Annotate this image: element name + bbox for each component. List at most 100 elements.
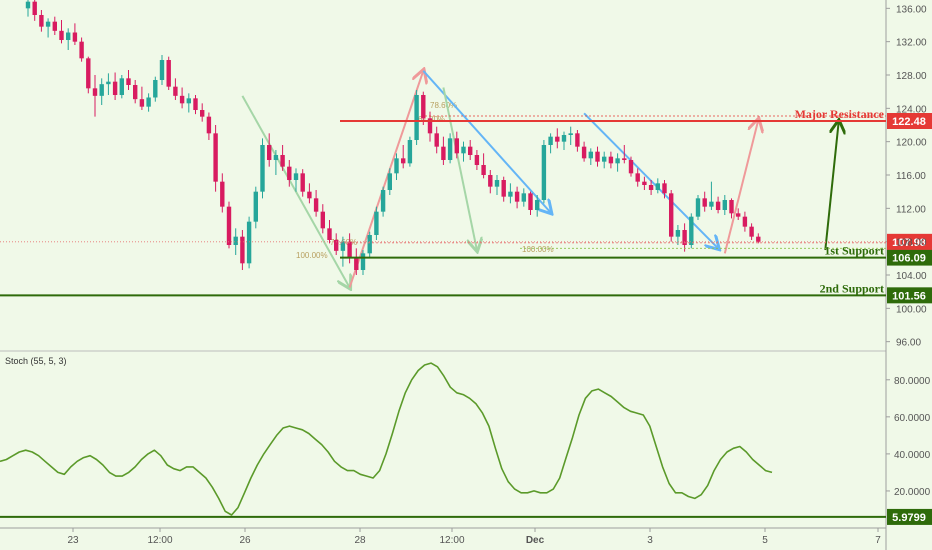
price-tick-label: 108.00 (896, 238, 927, 249)
candle-body (575, 133, 580, 147)
candle-body (280, 155, 285, 167)
candle-body (474, 155, 480, 165)
candle-body (648, 185, 654, 190)
candle-body (59, 30, 64, 40)
candle-body (535, 200, 540, 210)
candle-body (709, 201, 714, 207)
candle-body (360, 253, 366, 270)
candle-body (548, 136, 553, 145)
candle-body (367, 235, 372, 254)
candle-body (45, 21, 51, 27)
candle-body (354, 258, 359, 270)
candle-body (99, 84, 104, 96)
level-label: Major Resistance (795, 107, 885, 121)
candle-body (702, 198, 707, 207)
candle-body (447, 138, 453, 160)
level-price-value: 101.56 (892, 290, 926, 302)
key-levels: Major Resistance 122.48 1st Support 106.09 2… (0, 107, 932, 304)
candle-body (32, 1, 37, 15)
candle-body (287, 166, 292, 180)
candle-body (421, 95, 426, 119)
candle-body (112, 81, 118, 95)
candle-body (267, 145, 272, 160)
candle-body (635, 173, 640, 182)
candle-body (407, 140, 413, 164)
level-label: 2nd Support (820, 281, 884, 295)
price-tick-label: 132.00 (896, 38, 927, 49)
candle-body (66, 32, 71, 40)
current-price-tag (887, 233, 932, 250)
candle-body (682, 230, 687, 245)
level-price-tag (887, 113, 932, 129)
stoch-title: Stoch (55, 5, 3) (5, 356, 67, 366)
stoch-level-value: 5.9799 (892, 512, 926, 524)
level-label: 1st Support (824, 244, 884, 258)
candle-body (293, 173, 299, 180)
candle-body (334, 240, 339, 251)
grid (0, 0, 890, 550)
candle-body (220, 181, 225, 207)
price-tick-label: 120.00 (896, 138, 927, 149)
candle-body (153, 80, 158, 98)
candle-body (481, 165, 486, 175)
candle-body (246, 221, 252, 264)
candle-body (106, 81, 111, 85)
price-tick-label: 96.00 (896, 338, 921, 349)
candle-body (206, 116, 212, 134)
candle-body (119, 78, 124, 95)
candle-body (756, 236, 761, 242)
candle-body (133, 85, 138, 100)
level-price-value: 122.48 (892, 116, 926, 128)
candle-body (642, 181, 647, 185)
candle-body (327, 228, 332, 240)
candle-body (401, 158, 406, 164)
candle-body (260, 145, 265, 192)
candle-body (213, 133, 218, 182)
time-tick-label: 28 (354, 535, 366, 546)
candle-body (689, 216, 694, 245)
candle-body (179, 95, 185, 104)
candle-body (742, 216, 748, 227)
time-tick-label: 12:00 (147, 535, 172, 546)
candle-body (173, 86, 178, 96)
candle-body (25, 1, 31, 9)
candle-body (240, 236, 245, 264)
stoch-tick-label: 60.0000 (894, 413, 931, 424)
pattern-arrow (723, 120, 759, 254)
candle-body (729, 200, 734, 214)
candlestick-series (25, 0, 761, 275)
candle-body (374, 211, 379, 235)
candle-body (300, 173, 305, 192)
candle-body (501, 180, 506, 197)
candle-body (200, 110, 205, 117)
candle-body (414, 95, 419, 140)
time-tick-label: 7 (875, 535, 881, 546)
candle-body (581, 146, 587, 159)
candle-body (588, 151, 593, 159)
time-tick-label: Dec (526, 535, 545, 546)
time-tick-label: 12:00 (439, 535, 464, 546)
candle-body (72, 32, 78, 42)
candle-body (541, 145, 547, 200)
candle-body (313, 198, 319, 212)
stoch-tick-label: 40.0000 (894, 450, 931, 461)
candle-body (39, 15, 44, 27)
time-tick-label: 26 (239, 535, 251, 546)
candle-body (139, 99, 145, 107)
level-price-tag (887, 287, 932, 304)
price-tick-label: 136.00 (896, 4, 927, 15)
candle-body (146, 97, 151, 107)
stochastic-panel: Stoch (55, 5, 3) 5.9799 (0, 356, 932, 525)
candle-body (736, 213, 741, 217)
time-tick-label: 23 (67, 535, 79, 546)
candle-body (253, 191, 258, 222)
candle-body (655, 183, 660, 190)
candle-body (307, 191, 312, 199)
candle-body (79, 41, 84, 59)
current-price-value: 107.98 (892, 237, 926, 249)
candle-body (561, 135, 567, 142)
price-tick-label: 100.00 (896, 304, 927, 315)
candle-body (595, 151, 600, 162)
candle-body (521, 193, 526, 202)
